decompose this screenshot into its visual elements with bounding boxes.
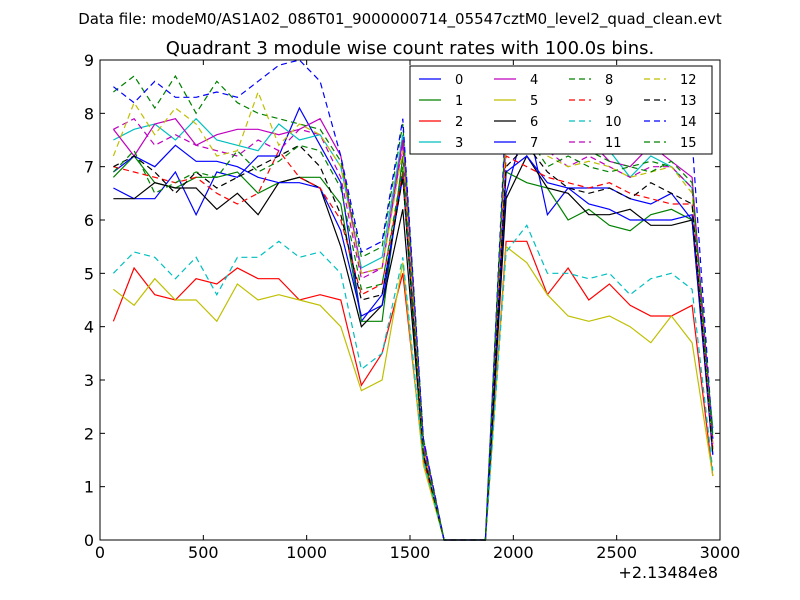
legend-label-11: 11 xyxy=(605,136,622,151)
y-tick-label: 1 xyxy=(84,478,94,497)
legend-label-1: 1 xyxy=(455,94,463,109)
x-axis-offset-label: +2.13484e8 xyxy=(618,563,718,582)
legend-label-9: 9 xyxy=(605,94,613,109)
x-tick-label: 500 xyxy=(188,543,219,562)
x-tick-label: 1000 xyxy=(286,543,327,562)
legend-label-0: 0 xyxy=(455,73,463,88)
series-line-15 xyxy=(112,117,714,541)
x-tick-label: 1500 xyxy=(390,543,431,562)
legend-box xyxy=(409,65,713,155)
legend-label-14: 14 xyxy=(680,115,697,130)
legend-label-10: 10 xyxy=(605,115,622,130)
y-tick-label: 7 xyxy=(84,158,94,177)
series-line-5 xyxy=(113,245,714,541)
y-tick-label: 4 xyxy=(84,318,94,337)
x-tick-label: 2000 xyxy=(493,543,534,562)
legend-label-2: 2 xyxy=(455,115,463,130)
y-tick-label: 8 xyxy=(84,104,94,123)
y-tick-label: 2 xyxy=(84,424,94,443)
legend-label-8: 8 xyxy=(605,73,613,88)
series-line-10 xyxy=(112,224,714,541)
data-file-header: Data file: modeM0/AS1A02_086T01_90000007… xyxy=(78,10,722,29)
chart-title: Quadrant 3 module wise count rates with … xyxy=(166,38,655,59)
legend-label-4: 4 xyxy=(530,73,538,88)
series-line-6 xyxy=(113,154,714,541)
legend-label-13: 13 xyxy=(680,94,697,109)
y-tick-label: 3 xyxy=(84,371,94,390)
legend-label-5: 5 xyxy=(530,94,538,109)
legend-label-3: 3 xyxy=(455,136,463,151)
legend-label-6: 6 xyxy=(530,115,538,130)
series-line-13 xyxy=(113,144,714,541)
x-tick-label: 0 xyxy=(95,543,105,562)
x-tick-label: 2500 xyxy=(596,543,637,562)
legend-label-15: 15 xyxy=(680,136,697,151)
plot-area xyxy=(112,59,714,541)
legend-label-12: 12 xyxy=(680,73,697,88)
series-line-11 xyxy=(113,117,714,541)
y-tick-label: 0 xyxy=(84,531,94,550)
y-tick-label: 5 xyxy=(84,264,94,283)
y-tick-label: 9 xyxy=(84,51,94,70)
y-tick-label: 6 xyxy=(84,211,94,230)
series-line-12 xyxy=(112,90,714,541)
legend-label-7: 7 xyxy=(530,136,538,151)
x-tick-label: 3000 xyxy=(700,543,741,562)
